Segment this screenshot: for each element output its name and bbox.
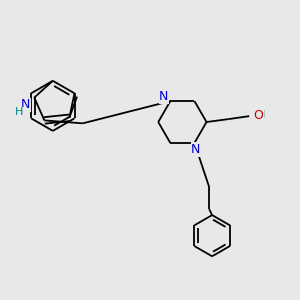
Text: H: H bbox=[15, 107, 24, 117]
Text: O: O bbox=[254, 109, 263, 122]
Text: N: N bbox=[191, 143, 201, 156]
Text: H: H bbox=[256, 110, 265, 120]
Text: N: N bbox=[159, 90, 169, 103]
Text: N: N bbox=[21, 98, 30, 111]
